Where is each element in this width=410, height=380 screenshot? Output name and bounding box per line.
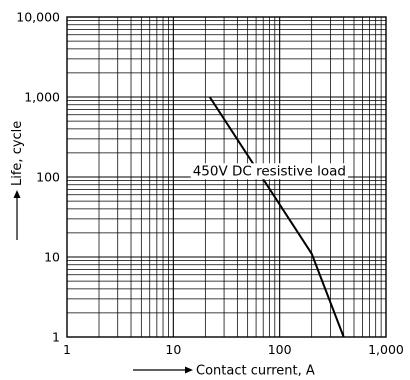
y-tick-label: 10,000 xyxy=(16,10,60,25)
y-tick-label: 1,000 xyxy=(24,90,60,105)
y-tick-label: 1 xyxy=(52,330,60,345)
y-axis-arrow-head xyxy=(13,190,21,198)
annotation-background xyxy=(190,163,349,180)
x-tick-label: 1 xyxy=(63,342,71,357)
y-axis-title: Life, cycle xyxy=(10,121,25,240)
plot-frame xyxy=(66,16,387,338)
x-axis-arrow-head xyxy=(185,366,193,374)
y-tick-label: 10 xyxy=(44,250,60,265)
x-tick-labels: 1 10 100 1,000 xyxy=(63,342,404,357)
annotation-text: 450V DC resistive load xyxy=(193,163,346,179)
y-tick-labels: 1 10 100 1,000 10,000 xyxy=(16,10,60,345)
life-curve-line xyxy=(208,96,345,338)
data-series xyxy=(208,96,345,338)
y-tick-label: 100 xyxy=(36,170,60,185)
x-axis-label: Contact current, A xyxy=(196,364,315,379)
annotations: 450V DC resistive load xyxy=(190,163,349,180)
x-tick-label: 1,000 xyxy=(368,342,404,357)
x-axis-title: Contact current, A xyxy=(133,364,315,379)
y-axis-label: Life, cycle xyxy=(10,121,25,186)
x-tick-label: 100 xyxy=(268,342,292,357)
x-tick-label: 10 xyxy=(165,342,181,357)
